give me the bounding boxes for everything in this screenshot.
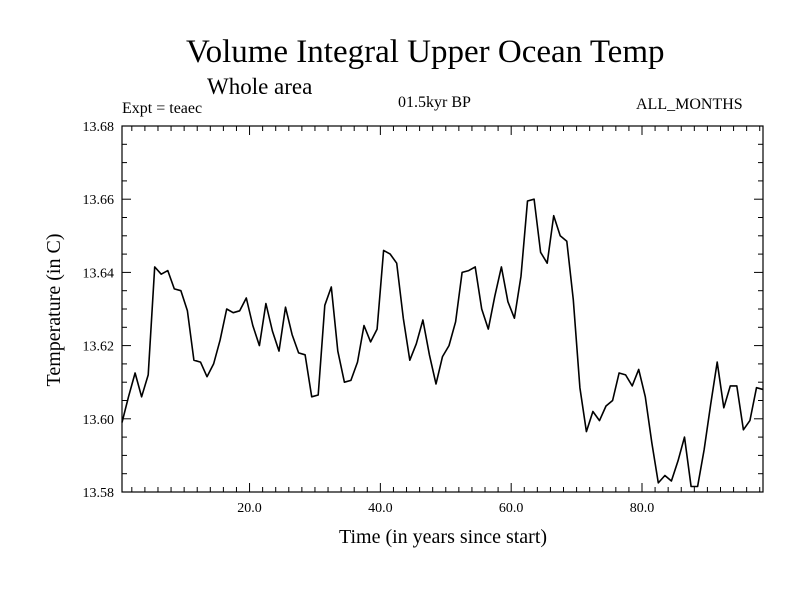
- experiment-label: Expt = teaec: [122, 100, 203, 117]
- y-tick-label: 13.64: [83, 266, 115, 281]
- y-axis-tick-labels: 13.58 13.60 13.62 13.64 13.66 13.68: [83, 120, 115, 501]
- x-axis-title: Time (in years since start): [339, 526, 547, 548]
- series-line-temperature: [121, 198, 764, 488]
- chart-title: Volume Integral Upper Ocean Temp: [186, 34, 665, 70]
- chart-subtitle: Whole area: [207, 74, 313, 99]
- plot-frame: [121, 125, 764, 493]
- y-tick-label: 13.60: [83, 413, 115, 428]
- y-axis-ticks: [122, 125, 763, 493]
- y-tick-label: 13.58: [83, 486, 115, 501]
- period-label: 01.5kyr BP: [398, 94, 471, 111]
- months-label: ALL_MONTHS: [636, 96, 743, 113]
- x-tick-label: 40.0: [368, 501, 393, 516]
- x-axis-ticks: [131, 126, 761, 492]
- y-tick-label: 13.68: [83, 120, 115, 135]
- x-axis-tick-labels: 20.0 40.0 60.0 80.0: [237, 501, 654, 516]
- x-tick-label: 80.0: [630, 501, 655, 516]
- x-tick-label: 60.0: [499, 501, 524, 516]
- y-axis-title: Temperature (in C): [43, 234, 65, 387]
- y-tick-label: 13.66: [83, 193, 115, 208]
- x-tick-label: 20.0: [237, 501, 262, 516]
- y-tick-label: 13.62: [83, 340, 115, 355]
